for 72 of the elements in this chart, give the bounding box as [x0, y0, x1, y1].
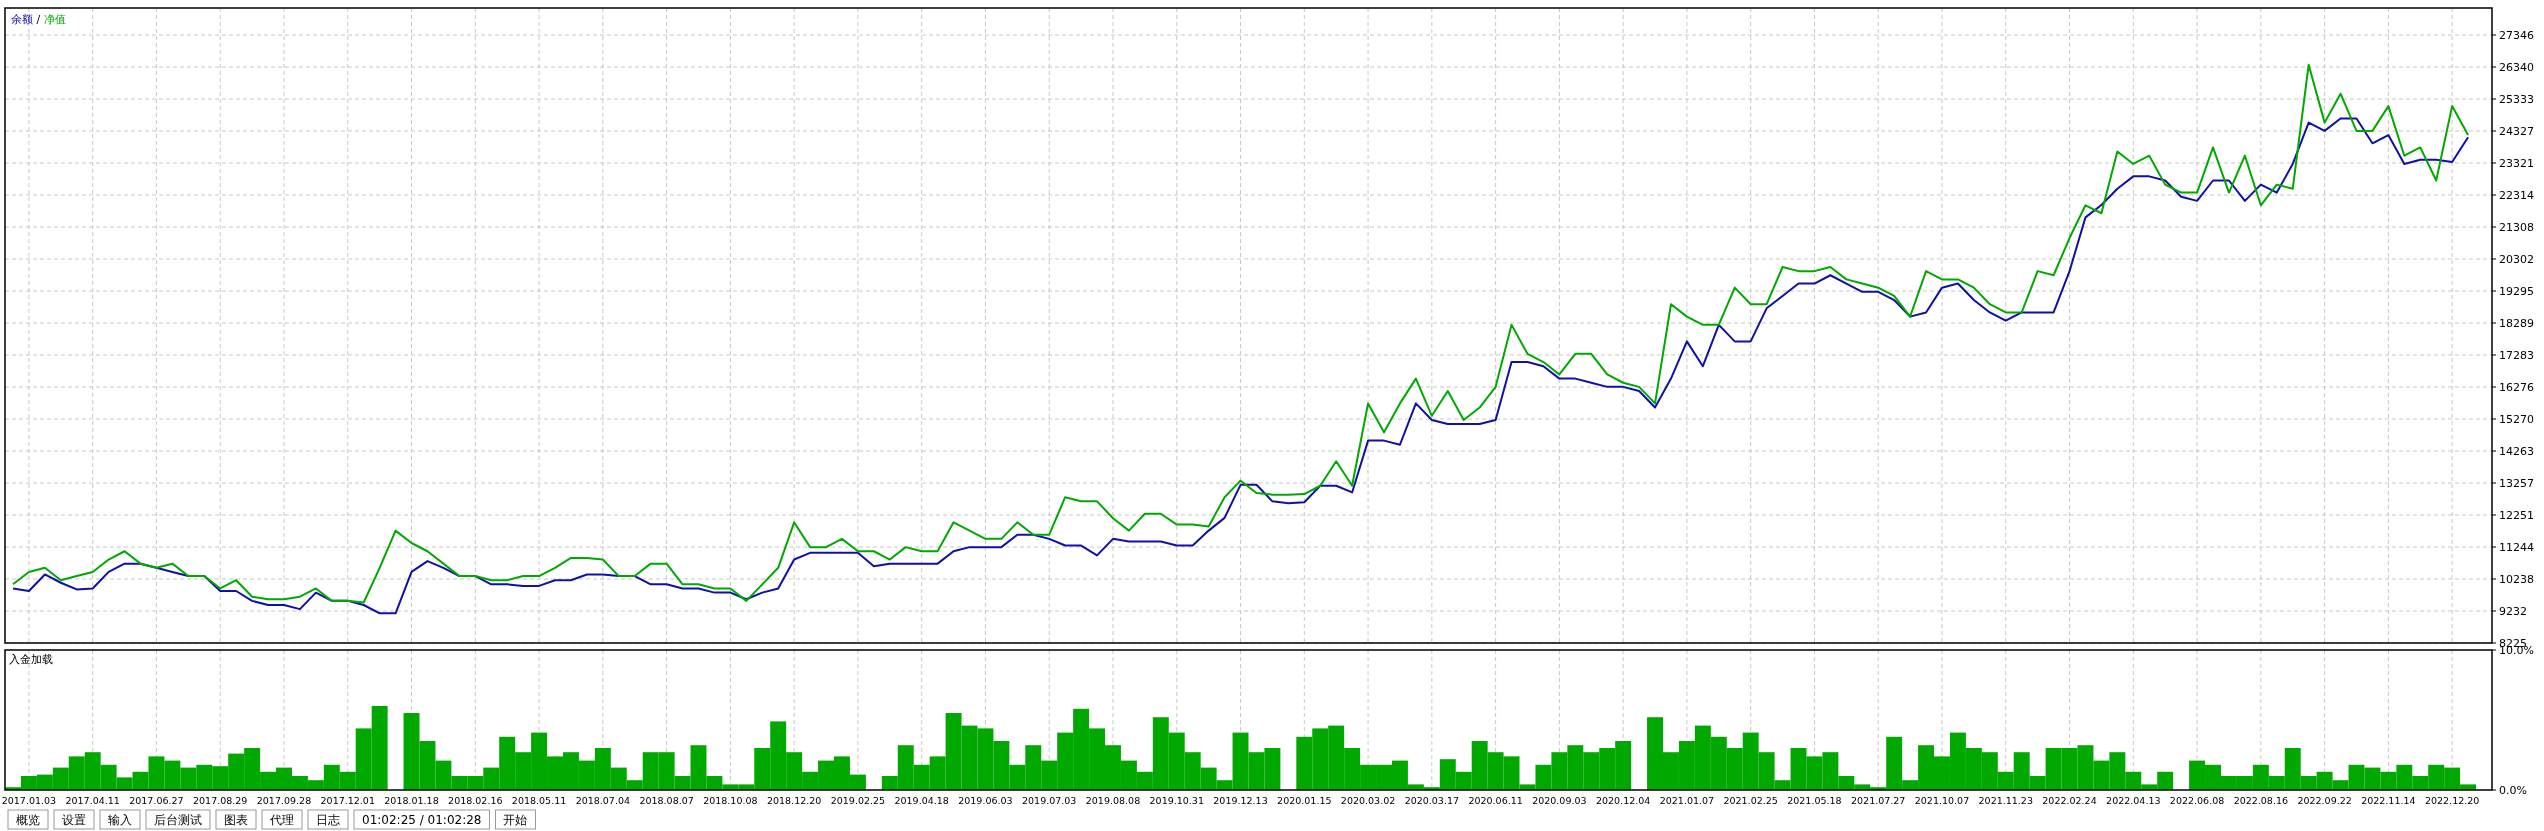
y-tick-label: 25333 [2499, 93, 2534, 107]
x-tick-label: 2020.03.17 [1404, 795, 1460, 806]
x-tick-label: 2020.03.02 [1340, 795, 1396, 806]
x-tick-label: 2019.04.18 [894, 795, 949, 806]
y-tick-label: 24327 [2499, 124, 2534, 138]
x-tick-label: 2018.01.18 [384, 795, 439, 806]
y-tick-label: 22314 [2499, 189, 2534, 202]
text: 概览 [16, 813, 40, 827]
x-tick-label: 2018.08.07 [639, 795, 694, 806]
x-tick-label: 2022.09.22 [2297, 795, 2352, 806]
y-tick-label: 26340 [2499, 60, 2534, 74]
x-tick-label: 2017.08.29 [193, 795, 248, 806]
x-tick-label: 2019.10.31 [1149, 795, 1204, 806]
x-tick-label: 2022.02.24 [2042, 795, 2097, 806]
x-tick-label: 2019.12.13 [1213, 795, 1268, 806]
x-tick-label: 2017.12.01 [320, 795, 375, 806]
x-tick-label: 2018.02.16 [448, 795, 503, 806]
x-tick-label: 2021.05.18 [1787, 795, 1842, 806]
x-tick-label: 2017.06.27 [129, 795, 184, 806]
text: 输入 [108, 813, 132, 827]
x-tick-label: 2021.11.23 [1978, 795, 2033, 806]
x-tick-label: 2022.12.20 [2424, 795, 2480, 806]
y-tick-label: 18289 [2499, 316, 2534, 330]
y-tick-label: 27346 [2499, 29, 2534, 42]
y-tick-label: 9232 [2499, 604, 2527, 618]
y-tick-label: 16276 [2499, 381, 2534, 394]
x-tick-label: 2017.04.11 [65, 795, 120, 806]
y-tick-label: 12251 [2499, 508, 2534, 522]
y-tick-label: 17283 [2499, 348, 2534, 362]
x-tick-label: 2017.01.03 [1, 795, 57, 806]
text: 代理 [269, 813, 294, 827]
y-tick-label: 23321 [2499, 156, 2534, 170]
text: 后台测试 [154, 813, 202, 827]
annotation: / [33, 13, 44, 26]
text: 日志 [316, 813, 340, 827]
x-tick-label: 2022.11.14 [2361, 795, 2416, 806]
x-tick-label: 2021.02.25 [1723, 795, 1778, 806]
x-tick-label: 2021.07.27 [1851, 795, 1906, 806]
x-tick-label: 2022.08.16 [2233, 795, 2289, 806]
x-tick-label: 2020.12.04 [1595, 795, 1651, 806]
x-tick-label: 2019.06.03 [958, 795, 1013, 806]
y-tick-label: 19295 [2499, 285, 2534, 298]
y-tick-label: 20302 [2499, 252, 2534, 266]
text: 设置 [62, 813, 86, 827]
x-tick-label: 2018.05.11 [511, 795, 567, 806]
text: 余额 [11, 13, 33, 26]
x-tick-label: 2020.06.11 [1468, 795, 1523, 806]
x-tick-label: 2021.01.07 [1659, 795, 1715, 806]
x-tick-label: 2019.08.08 [1085, 795, 1141, 806]
x-tick-label: 2022.06.08 [2169, 795, 2225, 806]
x-tick-label: 2020.01.15 [1277, 795, 1332, 806]
x-tick-label: 2017.09.28 [256, 795, 312, 806]
x-tick-label: 2022.04.13 [2106, 795, 2161, 806]
x-tick-label: 2018.10.08 [703, 795, 758, 806]
x-tick-label: 2019.07.03 [1022, 795, 1077, 806]
chart-title: 入金加载 [9, 653, 53, 666]
x-tick-label: 2020.09.03 [1532, 795, 1587, 806]
y-tick-label: 14263 [2499, 445, 2534, 459]
text: 开始 [503, 813, 528, 827]
x-tick-label: 2019.02.25 [830, 795, 886, 806]
y-tick-label: 15270 [2499, 412, 2534, 426]
x-tick-label: 2021.10.07 [1914, 795, 1970, 806]
text: 01:02:25 / 01:02:28 [362, 813, 482, 827]
y-tick-label: 11244 [2499, 541, 2534, 554]
text: 净值 [43, 13, 66, 26]
x-tick-label: 2018.12.20 [766, 795, 822, 806]
x-tick-label: 2018.07.04 [575, 795, 631, 806]
y-tick-label: 0.0% [2499, 784, 2527, 797]
y-tick-label: 21308 [2499, 220, 2534, 234]
text: 图表 [224, 813, 248, 827]
y-tick-label: 13257 [2499, 476, 2534, 490]
y-tick-label: 10238 [2499, 572, 2534, 586]
